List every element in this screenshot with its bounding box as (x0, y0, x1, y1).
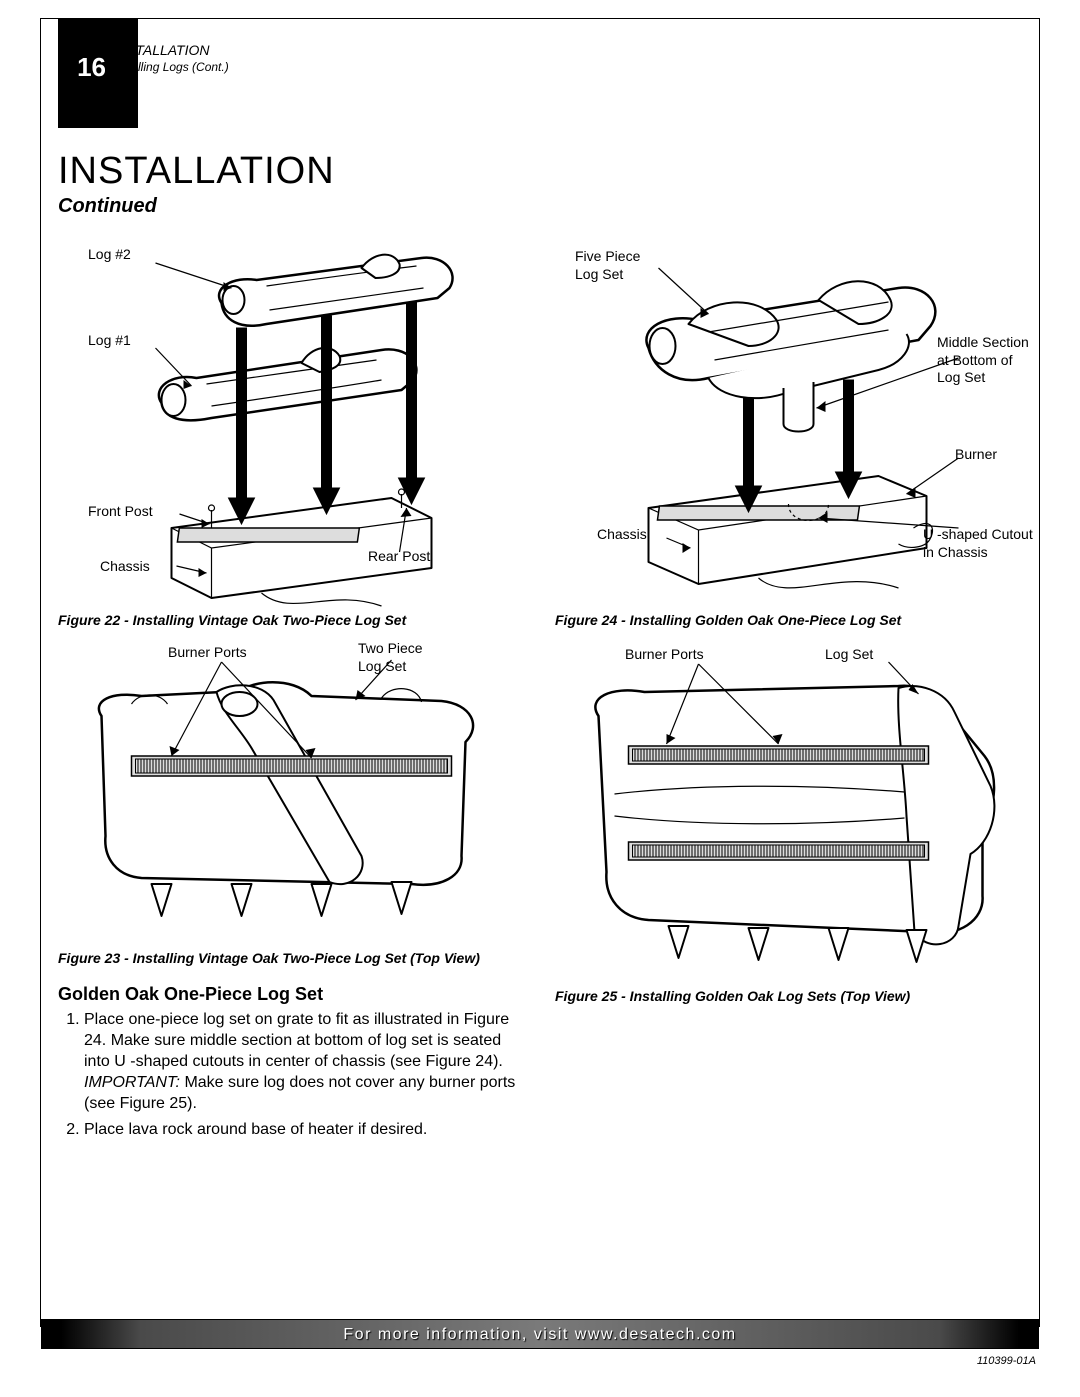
label-log-set-25: Log Set (825, 646, 873, 664)
label-burner-ports-25: Burner Ports (625, 646, 704, 664)
instructions-list: Place one-piece log set on grate to fit … (84, 1009, 525, 1140)
header-subsection: Installing Logs (Cont.) (112, 60, 229, 74)
document-id: 110399-01A (977, 1355, 1036, 1367)
instruction-step-2: Place lava rock around base of heater if… (84, 1119, 525, 1140)
label-burner: Burner (955, 446, 997, 464)
header-section: INSTALLATION (112, 42, 210, 58)
label-log2: Log #2 (88, 246, 131, 264)
page-number-tab: 16 INSTALLATION Installing Logs (Cont.) (58, 18, 138, 128)
label-two-piece: Two Piece Log Set (358, 640, 423, 675)
label-u-cutout: U -shaped Cutout in Chassis (923, 526, 1033, 561)
instruction-step-1: Place one-piece log set on grate to fit … (84, 1009, 525, 1115)
two-column-layout: Log #2 Log #1 Front Post Chassis Rear Po… (58, 228, 1022, 1144)
label-log1: Log #1 (88, 332, 131, 350)
label-chassis-24: Chassis (597, 526, 647, 544)
golden-oak-heading: Golden Oak One-Piece Log Set (58, 984, 525, 1005)
right-column: Five Piece Log Set Middle Section at Bot… (555, 228, 1022, 1144)
figure-24: Five Piece Log Set Middle Section at Bot… (555, 228, 1022, 608)
figure-23-caption: Figure 23 - Installing Vintage Oak Two-P… (58, 950, 525, 966)
label-chassis: Chassis (100, 558, 150, 576)
figure-22-caption: Figure 22 - Installing Vintage Oak Two-P… (58, 612, 525, 628)
important-label: IMPORTANT: (84, 1074, 180, 1091)
figure-24-caption: Figure 24 - Installing Golden Oak One-Pi… (555, 612, 1022, 628)
figure-25: Burner Ports Log Set (555, 646, 1022, 986)
continued-label: Continued (58, 195, 1022, 218)
label-front-post: Front Post (88, 503, 153, 521)
figure-23: Burner Ports Two Piece Log Set (58, 646, 525, 946)
page-number: 16 (58, 52, 106, 83)
left-column: Log #2 Log #1 Front Post Chassis Rear Po… (58, 228, 525, 1144)
page-content: INSTALLATION Continued (58, 150, 1022, 1307)
label-burner-ports: Burner Ports (168, 644, 247, 662)
label-rear-post: Rear Post (368, 548, 430, 566)
figure-22: Log #2 Log #1 Front Post Chassis Rear Po… (58, 228, 525, 608)
figure-25-caption: Figure 25 - Installing Golden Oak Log Se… (555, 988, 1022, 1004)
label-middle-section: Middle Section at Bottom of Log Set (937, 334, 1029, 387)
label-five-piece: Five Piece Log Set (575, 248, 640, 283)
footer-bar: For more information, visit www.desatech… (41, 1319, 1039, 1349)
step1-part-a: Place one-piece log set on grate to fit … (84, 1011, 509, 1070)
page-title: INSTALLATION (58, 150, 1022, 193)
